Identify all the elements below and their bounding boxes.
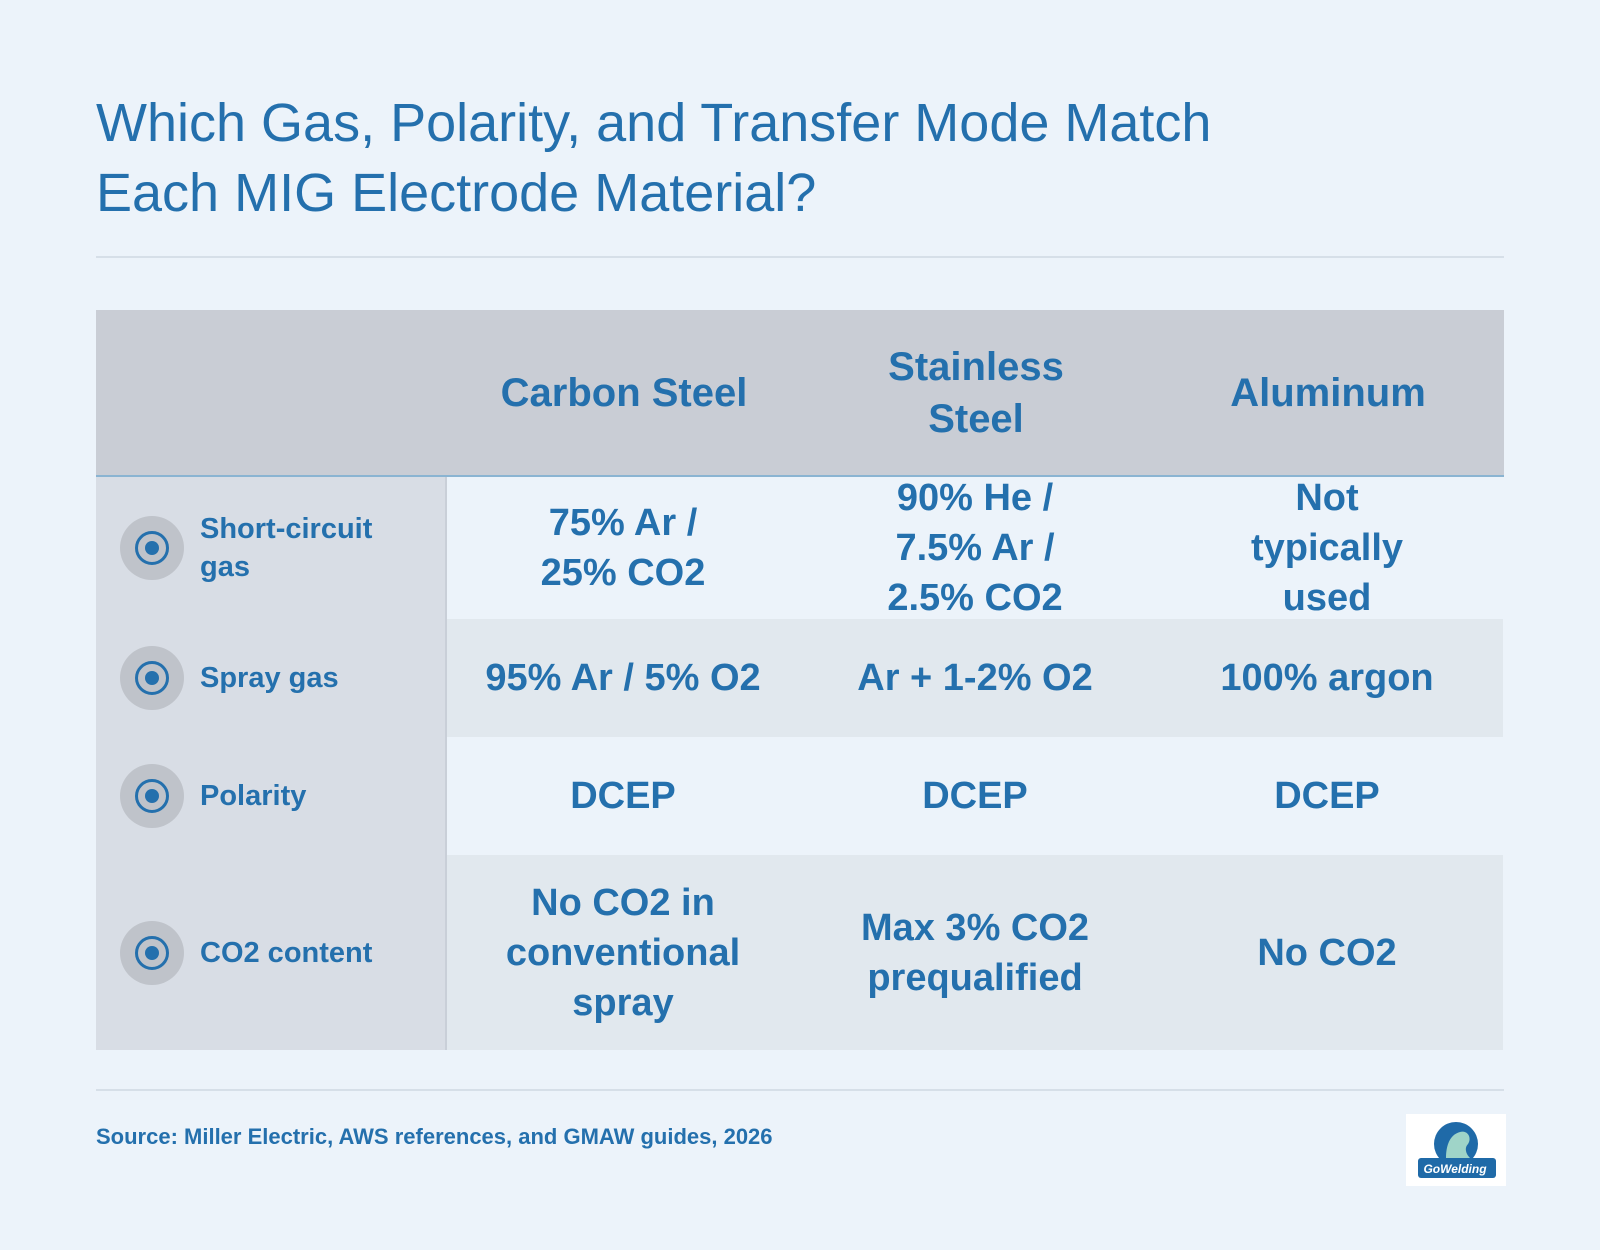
table-row: Polarity DCEP DCEP DCEP bbox=[96, 737, 1504, 855]
target-icon bbox=[120, 516, 184, 580]
cell-aluminum: 100% argon bbox=[1151, 619, 1503, 737]
page-title: Which Gas, Polarity, and Transfer Mode M… bbox=[96, 88, 1396, 228]
row-label-cell: Polarity bbox=[96, 737, 447, 855]
header-corner bbox=[96, 310, 448, 475]
cell-stainless-steel: DCEP bbox=[799, 737, 1151, 855]
source-note: Source: Miller Electric, AWS references,… bbox=[96, 1124, 773, 1149]
cell-aluminum: No CO2 bbox=[1151, 855, 1503, 1050]
title-line-2: Each MIG Electrode Material? bbox=[96, 163, 817, 223]
bottom-divider bbox=[96, 1089, 1504, 1091]
target-icon bbox=[120, 920, 184, 985]
cell-carbon-steel: 75% Ar / 25% CO2 bbox=[447, 477, 799, 619]
cell-carbon-steel: No CO2 in conventional spray bbox=[447, 855, 799, 1050]
table-header: Carbon Steel Stainless Steel Aluminum bbox=[96, 310, 1504, 477]
cell-carbon-steel: 95% Ar / 5% O2 bbox=[447, 619, 799, 737]
logo-suffix: org bbox=[1484, 1159, 1494, 1165]
top-divider bbox=[96, 256, 1504, 258]
cell-carbon-steel: DCEP bbox=[447, 737, 799, 855]
row-label-co2-content: CO2 content bbox=[200, 936, 373, 969]
column-header-carbon-steel: Carbon Steel bbox=[500, 370, 748, 415]
column-header-aluminum: Aluminum bbox=[1230, 370, 1426, 415]
row-label-cell: Spray gas bbox=[96, 619, 447, 737]
target-icon bbox=[120, 646, 184, 710]
gowelding-logo: GoWelding org bbox=[1406, 1114, 1506, 1186]
cell-stainless-steel: Max 3% CO2 prequalified bbox=[799, 855, 1151, 1050]
title-line-1: Which Gas, Polarity, and Transfer Mode M… bbox=[96, 93, 1212, 153]
welder-helmet-icon: GoWelding org bbox=[1418, 1122, 1496, 1178]
row-label-cell: Short-circuit gas bbox=[96, 477, 447, 619]
row-label-cell: CO2 content bbox=[96, 855, 447, 1050]
cell-aluminum: DCEP bbox=[1151, 737, 1503, 855]
column-header-stainless-steel: Stainless Steel bbox=[888, 344, 1064, 441]
target-icon bbox=[120, 764, 184, 828]
cell-aluminum: Not typically used bbox=[1151, 477, 1503, 619]
logo-text: GoWelding bbox=[1423, 1162, 1487, 1176]
table-row: Spray gas 95% Ar / 5% O2 Ar + 1-2% O2 10… bbox=[96, 619, 1504, 737]
row-label-spray-gas: Spray gas bbox=[200, 662, 339, 694]
row-label-polarity: Polarity bbox=[200, 780, 307, 812]
cell-stainless-steel: 90% He / 7.5% Ar / 2.5% CO2 bbox=[799, 477, 1151, 619]
row-label-short-circuit-gas: Short-circuit gas bbox=[200, 513, 373, 583]
comparison-table: Carbon Steel Stainless Steel Aluminum Sh… bbox=[96, 310, 1504, 1050]
table-row: Short-circuit gas 75% Ar / 25% CO2 90% H… bbox=[96, 477, 1504, 619]
table-row: CO2 content No CO2 in conventional spray… bbox=[96, 855, 1504, 1050]
cell-stainless-steel: Ar + 1-2% O2 bbox=[799, 619, 1151, 737]
